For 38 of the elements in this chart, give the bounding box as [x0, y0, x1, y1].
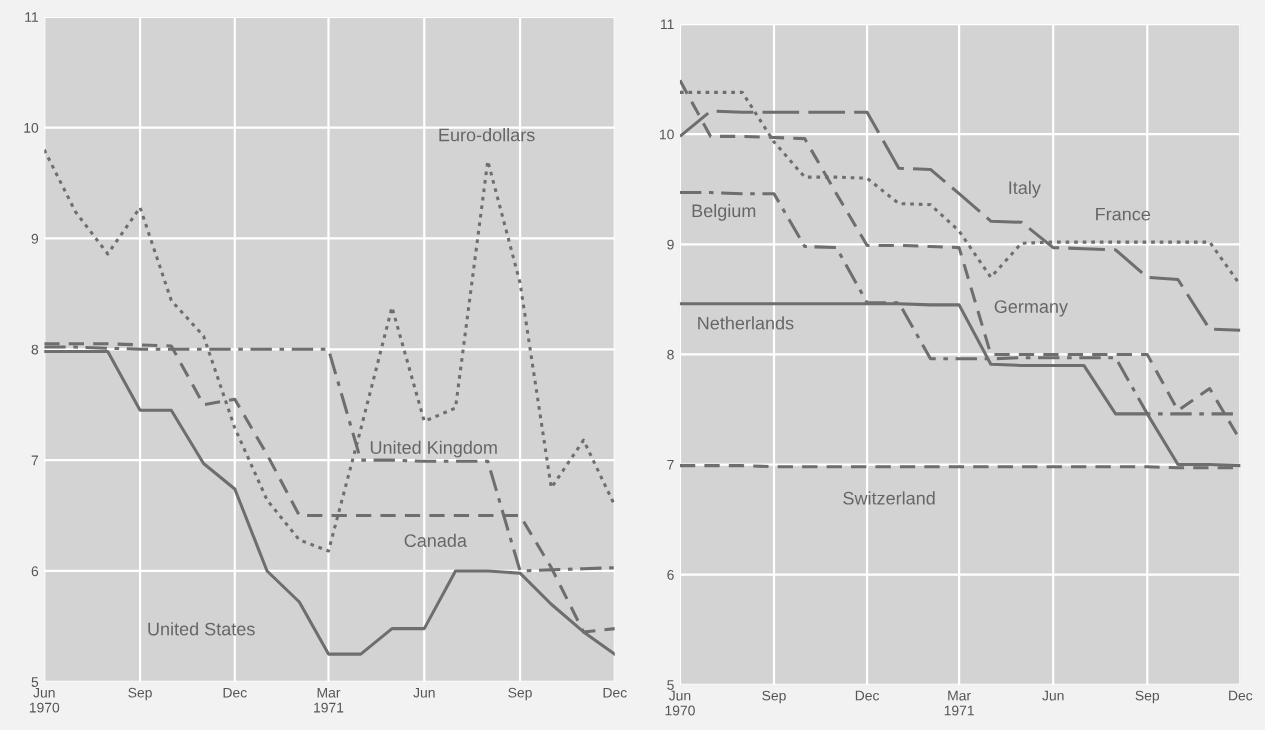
y-tick-label: 9: [31, 233, 39, 244]
y-tick-label: 9: [667, 239, 674, 250]
series-label: United Kingdom: [370, 440, 497, 458]
y-tick-label: 8: [667, 349, 674, 360]
x-tick-label: Sep: [762, 690, 786, 704]
y-tick-label: 7: [31, 455, 39, 466]
x-tick-label: Sep: [508, 687, 532, 701]
series-label: Italy: [1009, 180, 1041, 198]
series-label: Switzerland: [843, 491, 935, 505]
series-label: France: [1096, 207, 1151, 221]
y-tick-label: 8: [31, 344, 39, 355]
y-tick-label: 5: [667, 680, 674, 690]
x-tick-label: Jun: [413, 687, 435, 698]
series-label: Belgium: [692, 203, 756, 221]
series-label: Canada: [404, 533, 467, 548]
x-tick-label: Dec: [1229, 690, 1253, 701]
y-tick-label: 6: [31, 566, 39, 577]
x-tick-label: Jun 1970: [29, 687, 60, 713]
x-tick-label: Sep: [1135, 690, 1160, 704]
y-tick-label: 5: [31, 677, 39, 687]
y-tick-label: 7: [667, 460, 674, 470]
y-tick-label: 11: [25, 12, 39, 22]
x-tick-label: Dec: [223, 687, 247, 698]
y-tick-label: 10: [659, 129, 674, 140]
x-tick-label: Dec: [855, 690, 880, 701]
x-tick-label: Dec: [603, 687, 627, 698]
series-label: Germany: [994, 300, 1068, 317]
series-label: Euro-dollars: [439, 128, 535, 142]
x-tick-label: Jun: [1042, 690, 1064, 701]
x-tick-label: Mar 1971: [944, 690, 974, 716]
x-tick-label: Jun 1970: [665, 690, 695, 716]
y-tick-label: 11: [661, 19, 674, 30]
x-tick-label: Sep: [128, 687, 152, 701]
x-tick-label: Mar 1971: [314, 687, 344, 713]
y-tick-label: 10: [24, 122, 39, 133]
text: United States: [148, 622, 255, 636]
series-label: Netherlands: [698, 316, 794, 330]
y-tick-label: 6: [667, 569, 674, 580]
